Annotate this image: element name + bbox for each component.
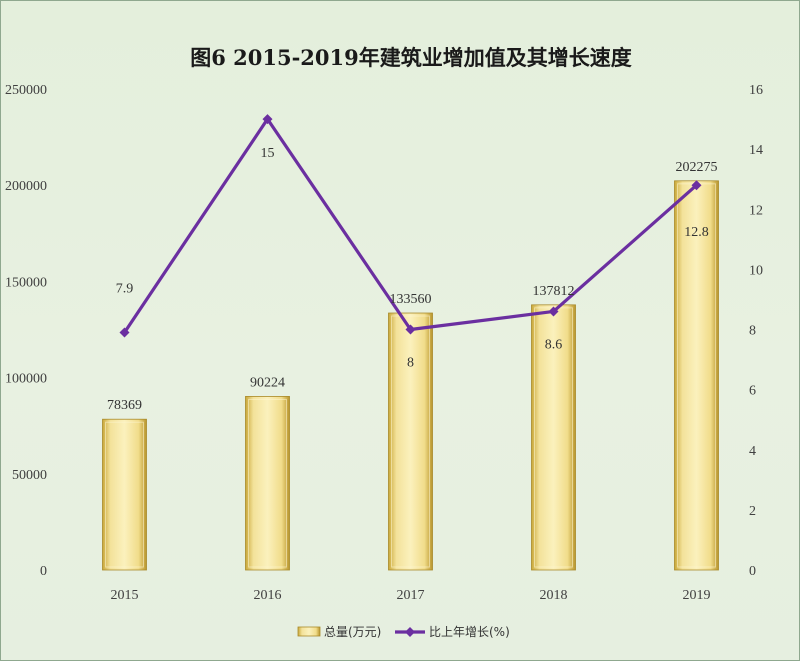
growth-point-2019 <box>691 180 702 191</box>
right-axis-tick-1: 2 <box>749 504 756 519</box>
bar-bevel-2017 <box>391 315 430 568</box>
line-label-2016: 15 <box>261 146 275 161</box>
right-axis-tick-7: 14 <box>749 143 763 158</box>
right-axis-tick-3: 6 <box>749 384 756 399</box>
left-axis-tick-4: 200000 <box>5 179 47 194</box>
legend: 总量(万元) 比上年增长(%) <box>297 625 510 639</box>
left-axis-tick-0: 0 <box>40 564 47 579</box>
bar-label-2017: 133560 <box>390 292 432 307</box>
legend-line-marker <box>405 627 415 637</box>
line-label-2017: 8 <box>407 356 414 371</box>
bar-label-2018: 137812 <box>533 284 575 299</box>
growth-point-2018 <box>548 306 559 317</box>
right-axis-tick-5: 10 <box>749 263 763 278</box>
right-axis-tick-2: 4 <box>749 444 756 459</box>
bar-series <box>102 180 719 571</box>
right-axis: 0 2 4 6 8 10 12 14 16 <box>749 83 763 579</box>
growth-point-2016 <box>262 114 273 125</box>
x-axis-tick-2018: 2018 <box>540 588 568 603</box>
bar-2015 <box>102 418 147 571</box>
bar-2016 <box>245 396 290 571</box>
bar-label-2016: 90224 <box>250 375 285 390</box>
x-axis-tick-2015: 2015 <box>111 588 139 603</box>
x-axis-tick-2019: 2019 <box>683 588 711 603</box>
left-axis-tick-1: 50000 <box>12 468 47 483</box>
bar-bevel-2015 <box>105 421 144 568</box>
chart-title: 图6 2015-2019年建筑业增加值及其增长速度 <box>190 45 632 70</box>
bar-label-2019: 202275 <box>676 160 718 175</box>
line-series <box>119 114 702 338</box>
bar-2017 <box>388 312 433 571</box>
legend-bar-label: 总量(万元) <box>324 625 381 639</box>
bar-2018 <box>531 304 576 571</box>
right-axis-tick-8: 16 <box>749 83 763 98</box>
line-label-2015: 7.9 <box>116 282 134 297</box>
left-axis-tick-3: 150000 <box>5 275 47 290</box>
growth-point-2017 <box>405 324 416 335</box>
data-labels: 78369 90224 133560 137812 202275 7.9 15 8 8.6 12.… <box>107 146 718 413</box>
right-axis-tick-0: 0 <box>749 564 756 579</box>
line-label-2019: 12.8 <box>684 225 709 240</box>
x-axis-tick-2017: 2017 <box>397 588 425 603</box>
right-axis-tick-6: 12 <box>749 203 763 218</box>
right-axis-tick-4: 8 <box>749 324 756 339</box>
left-axis: 0 50000 100000 150000 200000 250000 <box>5 83 47 579</box>
line-label-2018: 8.6 <box>545 337 563 352</box>
x-axis: 2015 2016 2017 2018 2019 <box>111 588 711 603</box>
legend-bar-swatch <box>297 626 321 637</box>
x-axis-tick-2016: 2016 <box>254 588 282 603</box>
bar-bevel-2016 <box>248 398 287 568</box>
left-axis-tick-2: 100000 <box>5 372 47 387</box>
left-axis-tick-5: 250000 <box>5 83 47 98</box>
growth-point-2015 <box>119 327 130 338</box>
legend-line-label: 比上年增长(%) <box>429 625 510 639</box>
bar-label-2015: 78369 <box>107 398 142 413</box>
